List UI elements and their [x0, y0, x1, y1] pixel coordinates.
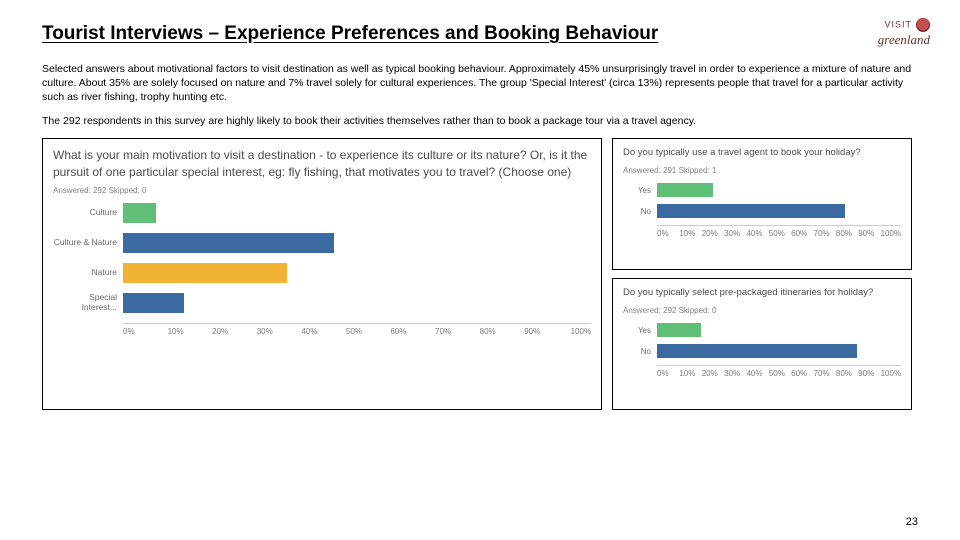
- prepackaged-question: Do you typically select pre-packaged iti…: [623, 287, 901, 300]
- prepackaged-meta: Answered: 292 Skipped: 0: [623, 306, 901, 315]
- intro-paragraph-2: The 292 respondents in this survey are h…: [42, 114, 917, 128]
- brand-bottom: greenland: [878, 32, 930, 47]
- chart-row-label: Nature: [53, 268, 123, 278]
- chart-bar: [123, 233, 334, 253]
- chart-row-label: Yes: [623, 326, 657, 335]
- chart-bar: [123, 263, 287, 283]
- chart-x-tick: 30%: [724, 229, 746, 238]
- chart-x-tick: 50%: [769, 369, 791, 378]
- chart-row: No: [623, 344, 901, 358]
- motivation-barchart: Culture Culture & Nature Nature Special Int…: [53, 203, 591, 336]
- chart-row: Yes: [623, 183, 901, 197]
- chart-x-tick: 0%: [123, 327, 168, 336]
- chart-x-tick: 30%: [257, 327, 302, 336]
- chart-x-tick: 90%: [858, 369, 880, 378]
- chart-x-axis: 0%10%20%30%40%50%60%70%80%90%100%: [123, 323, 591, 336]
- chart-track: [123, 233, 591, 253]
- chart-bar: [657, 204, 845, 218]
- chart-track: [123, 293, 591, 313]
- chart-row-label: No: [623, 347, 657, 356]
- chart-x-tick: 80%: [836, 369, 858, 378]
- chart-track: [123, 263, 591, 283]
- chart-bar: [123, 203, 156, 223]
- chart-x-tick: 60%: [390, 327, 435, 336]
- chart-x-tick: 100%: [569, 327, 591, 336]
- chart-track: [657, 323, 901, 337]
- travel-agent-meta: Answered: 291 Skipped: 1: [623, 166, 901, 175]
- chart-bar: [657, 183, 713, 197]
- chart-x-tick: 70%: [814, 229, 836, 238]
- chart-row: Culture: [53, 203, 591, 223]
- page-title: Tourist Interviews – Experience Preferen…: [42, 22, 702, 46]
- chart-x-tick: 20%: [702, 229, 724, 238]
- chart-x-tick: 70%: [435, 327, 480, 336]
- chart-track: [657, 183, 901, 197]
- chart-x-tick: 40%: [746, 229, 768, 238]
- travel-agent-barchart: YesNo0%10%20%30%40%50%60%70%80%90%100%: [623, 183, 901, 238]
- charts-container: What is your main motivation to visit a …: [42, 138, 918, 410]
- chart-x-tick: 90%: [524, 327, 569, 336]
- motivation-meta: Answered: 292 Skipped: 0: [53, 186, 591, 195]
- brand-logo: VISIT greenland: [878, 18, 930, 48]
- page-number: 23: [906, 516, 918, 528]
- chart-track: [657, 204, 901, 218]
- chart-x-tick: 10%: [679, 369, 701, 378]
- chart-row-label: Special Interest...: [53, 293, 123, 313]
- brand-top: VISIT: [884, 19, 912, 29]
- chart-x-tick: 20%: [702, 369, 724, 378]
- chart-row: Yes: [623, 323, 901, 337]
- chart-x-tick: 50%: [769, 229, 791, 238]
- brand-icon: [916, 18, 930, 32]
- chart-x-tick: 60%: [791, 369, 813, 378]
- chart-x-tick: 80%: [836, 229, 858, 238]
- chart-x-tick: 0%: [657, 229, 679, 238]
- chart-x-axis: 0%10%20%30%40%50%60%70%80%90%100%: [657, 365, 901, 378]
- chart-x-tick: 100%: [881, 229, 901, 238]
- chart-track: [123, 203, 591, 223]
- chart-row-label: No: [623, 207, 657, 216]
- chart-row-label: Culture & Nature: [53, 238, 123, 248]
- motivation-chart-panel: What is your main motivation to visit a …: [42, 138, 602, 410]
- chart-x-tick: 90%: [858, 229, 880, 238]
- chart-row: No: [623, 204, 901, 218]
- travel-agent-question: Do you typically use a travel agent to b…: [623, 147, 901, 160]
- chart-row: Nature: [53, 263, 591, 283]
- chart-x-tick: 0%: [657, 369, 679, 378]
- intro-paragraph-1: Selected answers about motivational fact…: [42, 62, 917, 105]
- chart-x-tick: 80%: [480, 327, 525, 336]
- chart-row-label: Yes: [623, 186, 657, 195]
- chart-x-tick: 70%: [814, 369, 836, 378]
- chart-x-tick: 60%: [791, 229, 813, 238]
- chart-bar: [123, 293, 184, 313]
- prepackaged-barchart: YesNo0%10%20%30%40%50%60%70%80%90%100%: [623, 323, 901, 378]
- chart-x-tick: 50%: [346, 327, 391, 336]
- motivation-question: What is your main motivation to visit a …: [53, 147, 591, 179]
- chart-row-label: Culture: [53, 208, 123, 218]
- prepackaged-chart-panel: Do you typically select pre-packaged iti…: [612, 278, 912, 410]
- chart-x-tick: 100%: [881, 369, 901, 378]
- chart-bar: [657, 323, 701, 337]
- chart-row: Special Interest...: [53, 293, 591, 313]
- chart-x-axis: 0%10%20%30%40%50%60%70%80%90%100%: [657, 225, 901, 238]
- chart-x-tick: 10%: [679, 229, 701, 238]
- travel-agent-chart-panel: Do you typically use a travel agent to b…: [612, 138, 912, 270]
- chart-x-tick: 40%: [746, 369, 768, 378]
- chart-bar: [657, 344, 857, 358]
- chart-x-tick: 10%: [168, 327, 213, 336]
- chart-x-tick: 20%: [212, 327, 257, 336]
- chart-row: Culture & Nature: [53, 233, 591, 253]
- chart-x-tick: 40%: [301, 327, 346, 336]
- chart-x-tick: 30%: [724, 369, 746, 378]
- chart-track: [657, 344, 901, 358]
